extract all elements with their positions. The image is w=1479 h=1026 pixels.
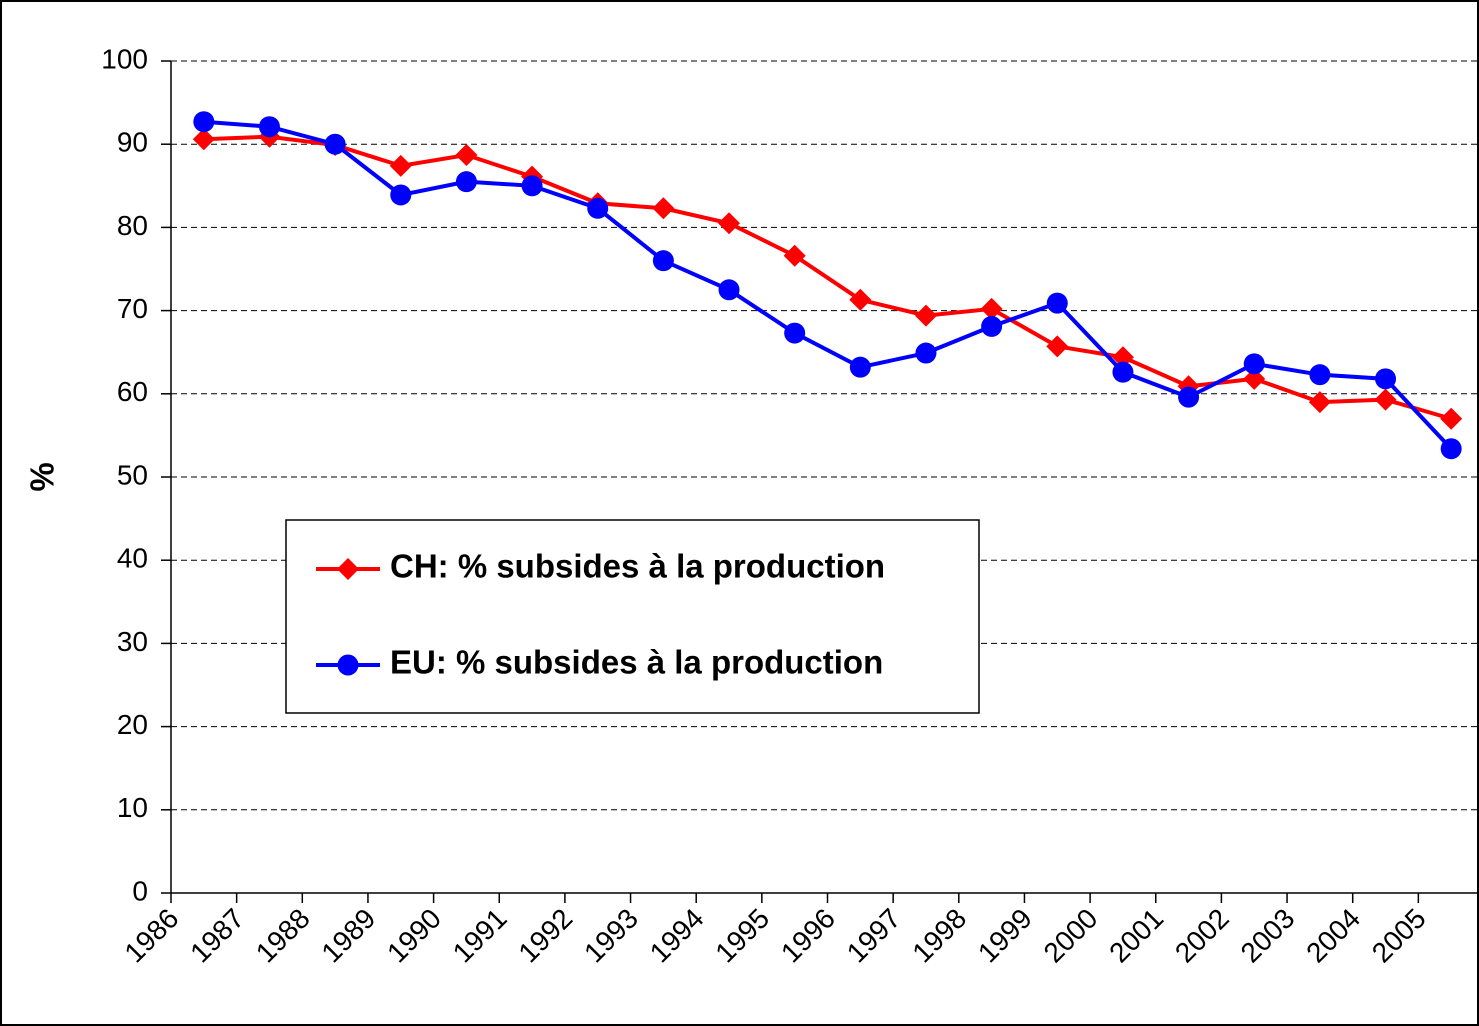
- marker: [455, 144, 478, 167]
- marker: [980, 297, 1003, 320]
- y-tick-label: 30: [117, 626, 148, 657]
- marker: [784, 322, 806, 344]
- marker: [587, 197, 609, 219]
- marker: [1111, 346, 1134, 369]
- legend-label: CH: % subsides à la production: [390, 548, 885, 585]
- marker: [1046, 292, 1068, 314]
- marker: [914, 304, 937, 327]
- marker: [783, 244, 806, 267]
- marker: [718, 212, 741, 235]
- y-tick-label: 20: [117, 709, 148, 740]
- legend-box: [285, 519, 980, 714]
- marker: [1046, 335, 1069, 358]
- marker: [981, 315, 1003, 337]
- marker: [455, 171, 477, 193]
- marker: [192, 128, 215, 151]
- y-tick-label: 70: [117, 293, 148, 324]
- marker: [521, 175, 543, 197]
- marker: [1308, 391, 1331, 414]
- marker: [849, 356, 871, 378]
- y-tick-label: 80: [117, 210, 148, 241]
- y-tick-label: 10: [117, 792, 148, 823]
- legend-label: EU: % subsides à la production: [390, 644, 883, 681]
- series-line: [203, 134, 1452, 421]
- marker: [1309, 364, 1331, 386]
- marker: [1374, 388, 1397, 411]
- marker: [337, 654, 359, 676]
- marker: [1178, 386, 1200, 408]
- marker: [1243, 353, 1265, 375]
- marker: [193, 111, 215, 133]
- marker: [1375, 368, 1397, 390]
- marker: [849, 288, 872, 311]
- marker: [390, 184, 412, 206]
- marker: [652, 250, 674, 272]
- y-axis-label: %: [24, 462, 61, 491]
- marker: [1440, 407, 1463, 430]
- marker: [258, 116, 280, 138]
- y-tick-label: 90: [117, 127, 148, 158]
- marker: [652, 197, 675, 220]
- y-tick-label: 60: [117, 376, 148, 407]
- marker: [1112, 361, 1134, 383]
- marker: [337, 558, 359, 580]
- y-tick-label: 100: [101, 43, 148, 74]
- y-tick-label: 0: [132, 875, 148, 906]
- y-tick-label: 50: [117, 459, 148, 490]
- marker: [324, 133, 346, 155]
- series-line: [203, 119, 1453, 451]
- marks: [192, 111, 1463, 460]
- legend: CH: % subsides à la production EU: % subs…: [316, 548, 885, 681]
- marker: [718, 279, 740, 301]
- y-tick-label: 40: [117, 543, 148, 574]
- marker: [389, 154, 412, 177]
- marker: [1243, 367, 1266, 390]
- marker: [915, 342, 937, 364]
- marker: [1440, 438, 1462, 460]
